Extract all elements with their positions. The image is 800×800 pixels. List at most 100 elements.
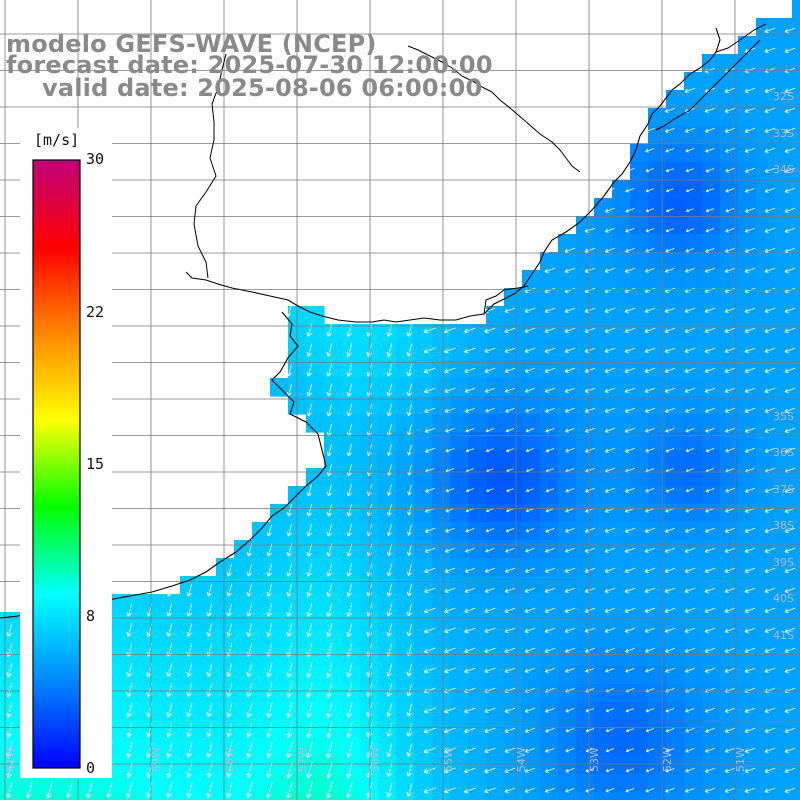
- wind-arrow: [245, 782, 253, 799]
- field-cell: [540, 342, 559, 361]
- field-cell: [558, 792, 577, 800]
- wind-arrow: [525, 508, 534, 513]
- field-cell: [504, 684, 523, 703]
- field-cell: [342, 720, 361, 739]
- field-cell: [630, 324, 649, 343]
- wind-arrow: [645, 748, 655, 753]
- field-cell: [252, 684, 271, 703]
- field-cell: [360, 576, 379, 595]
- field-cell: [684, 558, 703, 577]
- wind-arrow: [684, 647, 696, 653]
- field-cell: [414, 558, 433, 577]
- field-cell: [666, 198, 685, 217]
- wind-arrow: [564, 247, 576, 253]
- wind-arrow: [423, 327, 437, 334]
- field-cell: [576, 324, 595, 343]
- field-cell: [234, 594, 253, 613]
- wind-arrow: [624, 527, 636, 533]
- field-cell: [774, 756, 793, 775]
- wind-arrow: [286, 523, 293, 537]
- field-cell: [774, 630, 793, 649]
- wind-arrow: [544, 647, 556, 653]
- field-cell: [648, 162, 667, 181]
- field-cell: [108, 792, 127, 800]
- wind-arrow: [584, 327, 596, 333]
- wind-arrow: [444, 627, 456, 634]
- wind-arrow: [644, 547, 656, 553]
- wind-arrow: [585, 728, 595, 733]
- field-cell: [486, 756, 505, 775]
- wind-arrow: [386, 323, 393, 337]
- wind-arrow: [724, 387, 736, 393]
- field-cell: [576, 558, 595, 577]
- field-cell: [378, 702, 397, 721]
- field-cell: [774, 720, 793, 739]
- wind-arrow: [744, 587, 756, 593]
- field-cell: [630, 774, 649, 793]
- field-cell: [468, 450, 487, 469]
- field-cell: [468, 360, 487, 379]
- wind-arrow: [25, 781, 33, 799]
- field-cell: [432, 738, 451, 757]
- field-cell: [486, 774, 505, 793]
- field-cell: [360, 414, 379, 433]
- field-cell: [648, 288, 667, 307]
- field-cell: [630, 360, 649, 379]
- wind-arrow: [784, 227, 796, 233]
- wind-arrow: [386, 623, 393, 637]
- field-cell: [558, 648, 577, 667]
- wind-arrow: [584, 307, 596, 313]
- field-cell: [378, 468, 397, 487]
- wind-arrow: [664, 367, 676, 373]
- field-cell: [792, 216, 800, 235]
- wind-arrow: [704, 307, 716, 313]
- wind-arrow: [423, 367, 436, 374]
- wind-arrow: [705, 148, 715, 153]
- field-cell: [594, 198, 613, 217]
- field-cell: [738, 324, 757, 343]
- colorbar-gradient: [32, 159, 81, 769]
- field-cell: [702, 450, 721, 469]
- wind-arrow: [466, 488, 474, 493]
- field-cell: [468, 378, 487, 397]
- wind-arrow: [704, 347, 716, 353]
- field-cell: [324, 792, 343, 800]
- field-cell: [378, 342, 397, 361]
- wind-arrow: [226, 722, 233, 738]
- wind-arrow: [564, 567, 576, 573]
- wind-arrow: [524, 567, 535, 573]
- wind-arrow: [725, 208, 735, 213]
- wind-arrow: [624, 367, 636, 373]
- field-cell: [126, 792, 145, 800]
- field-cell: [108, 774, 127, 793]
- field-cell: [360, 450, 379, 469]
- wind-arrow: [464, 587, 476, 593]
- wind-arrow: [764, 447, 776, 453]
- field-cell: [360, 396, 379, 415]
- field-cell: [594, 558, 613, 577]
- field-cell: [90, 774, 109, 793]
- field-cell: [450, 612, 469, 631]
- wind-arrow: [346, 323, 353, 338]
- field-cell: [720, 522, 739, 541]
- wind-arrow: [266, 523, 273, 537]
- wind-arrow: [666, 208, 674, 213]
- lat-label: 40S: [773, 592, 794, 605]
- lat-label: 33S: [773, 127, 794, 140]
- wind-arrow: [346, 443, 352, 457]
- wind-arrow: [387, 484, 392, 496]
- field-cell: [702, 666, 721, 685]
- field-cell: [324, 756, 343, 775]
- field-cell: [486, 432, 505, 451]
- wind-arrow: [625, 768, 635, 773]
- field-cell: [540, 702, 559, 721]
- wind-arrow: [745, 187, 755, 193]
- wind-arrow: [665, 148, 675, 153]
- field-cell: [324, 738, 343, 757]
- wind-arrow: [206, 583, 213, 597]
- wind-arrow: [424, 607, 436, 614]
- field-cell: [234, 774, 253, 793]
- field-cell: [72, 792, 91, 800]
- wind-arrow: [664, 107, 676, 113]
- wind-arrow: [685, 148, 695, 153]
